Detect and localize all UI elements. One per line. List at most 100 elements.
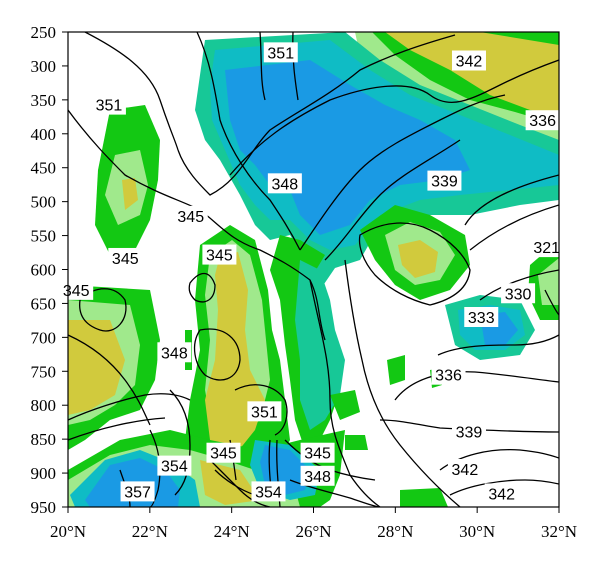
contour-label-background (451, 421, 486, 442)
contour-label-background (157, 455, 192, 476)
x-tick-label: 20°N (50, 522, 86, 541)
contour-label-background (464, 307, 499, 327)
contour-label: 345 (108, 247, 143, 268)
contour-line (196, 32, 301, 251)
contour-label: 348 (300, 465, 335, 486)
fill-region (538, 258, 559, 305)
contour-line (358, 222, 471, 306)
contour-label-background (202, 244, 237, 265)
contour-label-background (247, 401, 282, 422)
contour-line (309, 279, 381, 507)
fill-region (225, 60, 470, 235)
contour-label: 336 (525, 110, 560, 131)
contour-label: 339 (427, 170, 462, 191)
contour-line (149, 429, 161, 507)
contour-label-text: 357 (124, 484, 151, 501)
contour-label-background (108, 247, 143, 268)
contour-label: 351 (247, 401, 282, 422)
fill-region (295, 260, 345, 430)
contour-line (229, 59, 559, 176)
contour-line (449, 479, 559, 496)
x-tick-label: 26°N (295, 522, 331, 541)
contour-label-text: 348 (304, 469, 331, 486)
contour-label: 342 (447, 459, 482, 479)
contour-label-text: 348 (161, 345, 188, 362)
y-tick-label: 650 (31, 294, 57, 313)
contour-line (68, 417, 166, 441)
contour-label-text: 345 (112, 251, 139, 268)
contour-line (394, 371, 559, 401)
contour-label: 345 (206, 442, 241, 463)
contour-label: 348 (157, 342, 192, 363)
y-tick-label: 500 (31, 193, 57, 212)
contour-line (169, 389, 191, 496)
y-tick-label: 300 (31, 57, 57, 76)
contour-line (479, 269, 559, 301)
contour-label-text: 345 (63, 283, 90, 300)
y-axis-tick-labels: 250 300 350 400 450 500 550 600 650 700 750 800 850 9… (31, 23, 57, 517)
contour-line (193, 328, 241, 381)
contour-line (469, 204, 559, 251)
contour-label: 345 (300, 442, 335, 463)
x-tick-label: 32°N (541, 522, 577, 541)
x-tick-label: 24°N (214, 522, 250, 541)
contour-label-text: 321 (533, 240, 560, 257)
contour-label: 339 (451, 421, 486, 442)
contour-line (177, 34, 456, 196)
contour-label-text: 342 (488, 486, 515, 503)
contour-label: 342 (484, 483, 519, 504)
contour-label-text: 339 (431, 174, 458, 191)
contour-label-background (525, 110, 560, 131)
contour-label-background (501, 283, 536, 304)
contour-label-text: 345 (177, 209, 204, 226)
contour-label-text: 348 (272, 176, 299, 193)
contour-label-text: 354 (161, 459, 188, 476)
contour-lines (68, 32, 559, 507)
contour-line (344, 259, 461, 507)
y-tick-label: 350 (31, 91, 57, 110)
contour-label-background (300, 442, 335, 463)
contour-label-text: 339 (456, 425, 483, 442)
contour-label-background (484, 483, 519, 504)
contour-label-text: 342 (452, 462, 479, 479)
contour-label: 348 (267, 173, 302, 194)
contour-label-background (120, 481, 155, 502)
contour-label-text: 330 (505, 286, 532, 303)
contour-label: 345 (59, 279, 94, 300)
contour-line (68, 393, 191, 421)
contour-label-background (157, 342, 192, 363)
contour-line (324, 139, 461, 261)
contour-label-text: 345 (206, 248, 233, 265)
contour-line (292, 32, 299, 101)
contour-label: 336 (431, 364, 466, 385)
y-tick-label: 600 (31, 261, 57, 280)
y-tick-label: 250 (31, 23, 57, 42)
y-tick-label: 400 (31, 125, 57, 144)
contour-label-text: 351 (267, 45, 294, 62)
contour-label: 342 (451, 50, 486, 71)
contour-line (209, 459, 271, 507)
contour-label: 333 (464, 307, 499, 327)
fill-region (330, 390, 360, 420)
contour-label: 321 (529, 237, 564, 258)
y-tick-label: 950 (31, 498, 57, 517)
contour-line (379, 419, 559, 433)
contour-label: 351 (263, 42, 298, 63)
x-tick-label: 30°N (459, 522, 495, 541)
contour-labels: 351 342 351 336 348 339 345 345 345 321 345 330 333 3… (59, 42, 564, 504)
contour-line (79, 288, 127, 332)
contour-label-background (267, 173, 302, 194)
contour-label: 345 (202, 244, 237, 265)
y-tick-label: 750 (31, 362, 57, 381)
contour-label-text: 351 (251, 404, 278, 421)
contour-label-background (206, 442, 241, 463)
contour-label-text: 345 (304, 446, 331, 463)
contour-line (289, 479, 381, 507)
contour-label: 351 (91, 94, 126, 115)
axis-ticks (62, 31, 560, 513)
contour-label: 354 (251, 481, 286, 502)
contour-label-background (431, 364, 466, 385)
contour-label-background (447, 459, 482, 479)
fill-region (400, 488, 448, 507)
contour-label: 330 (501, 283, 536, 304)
